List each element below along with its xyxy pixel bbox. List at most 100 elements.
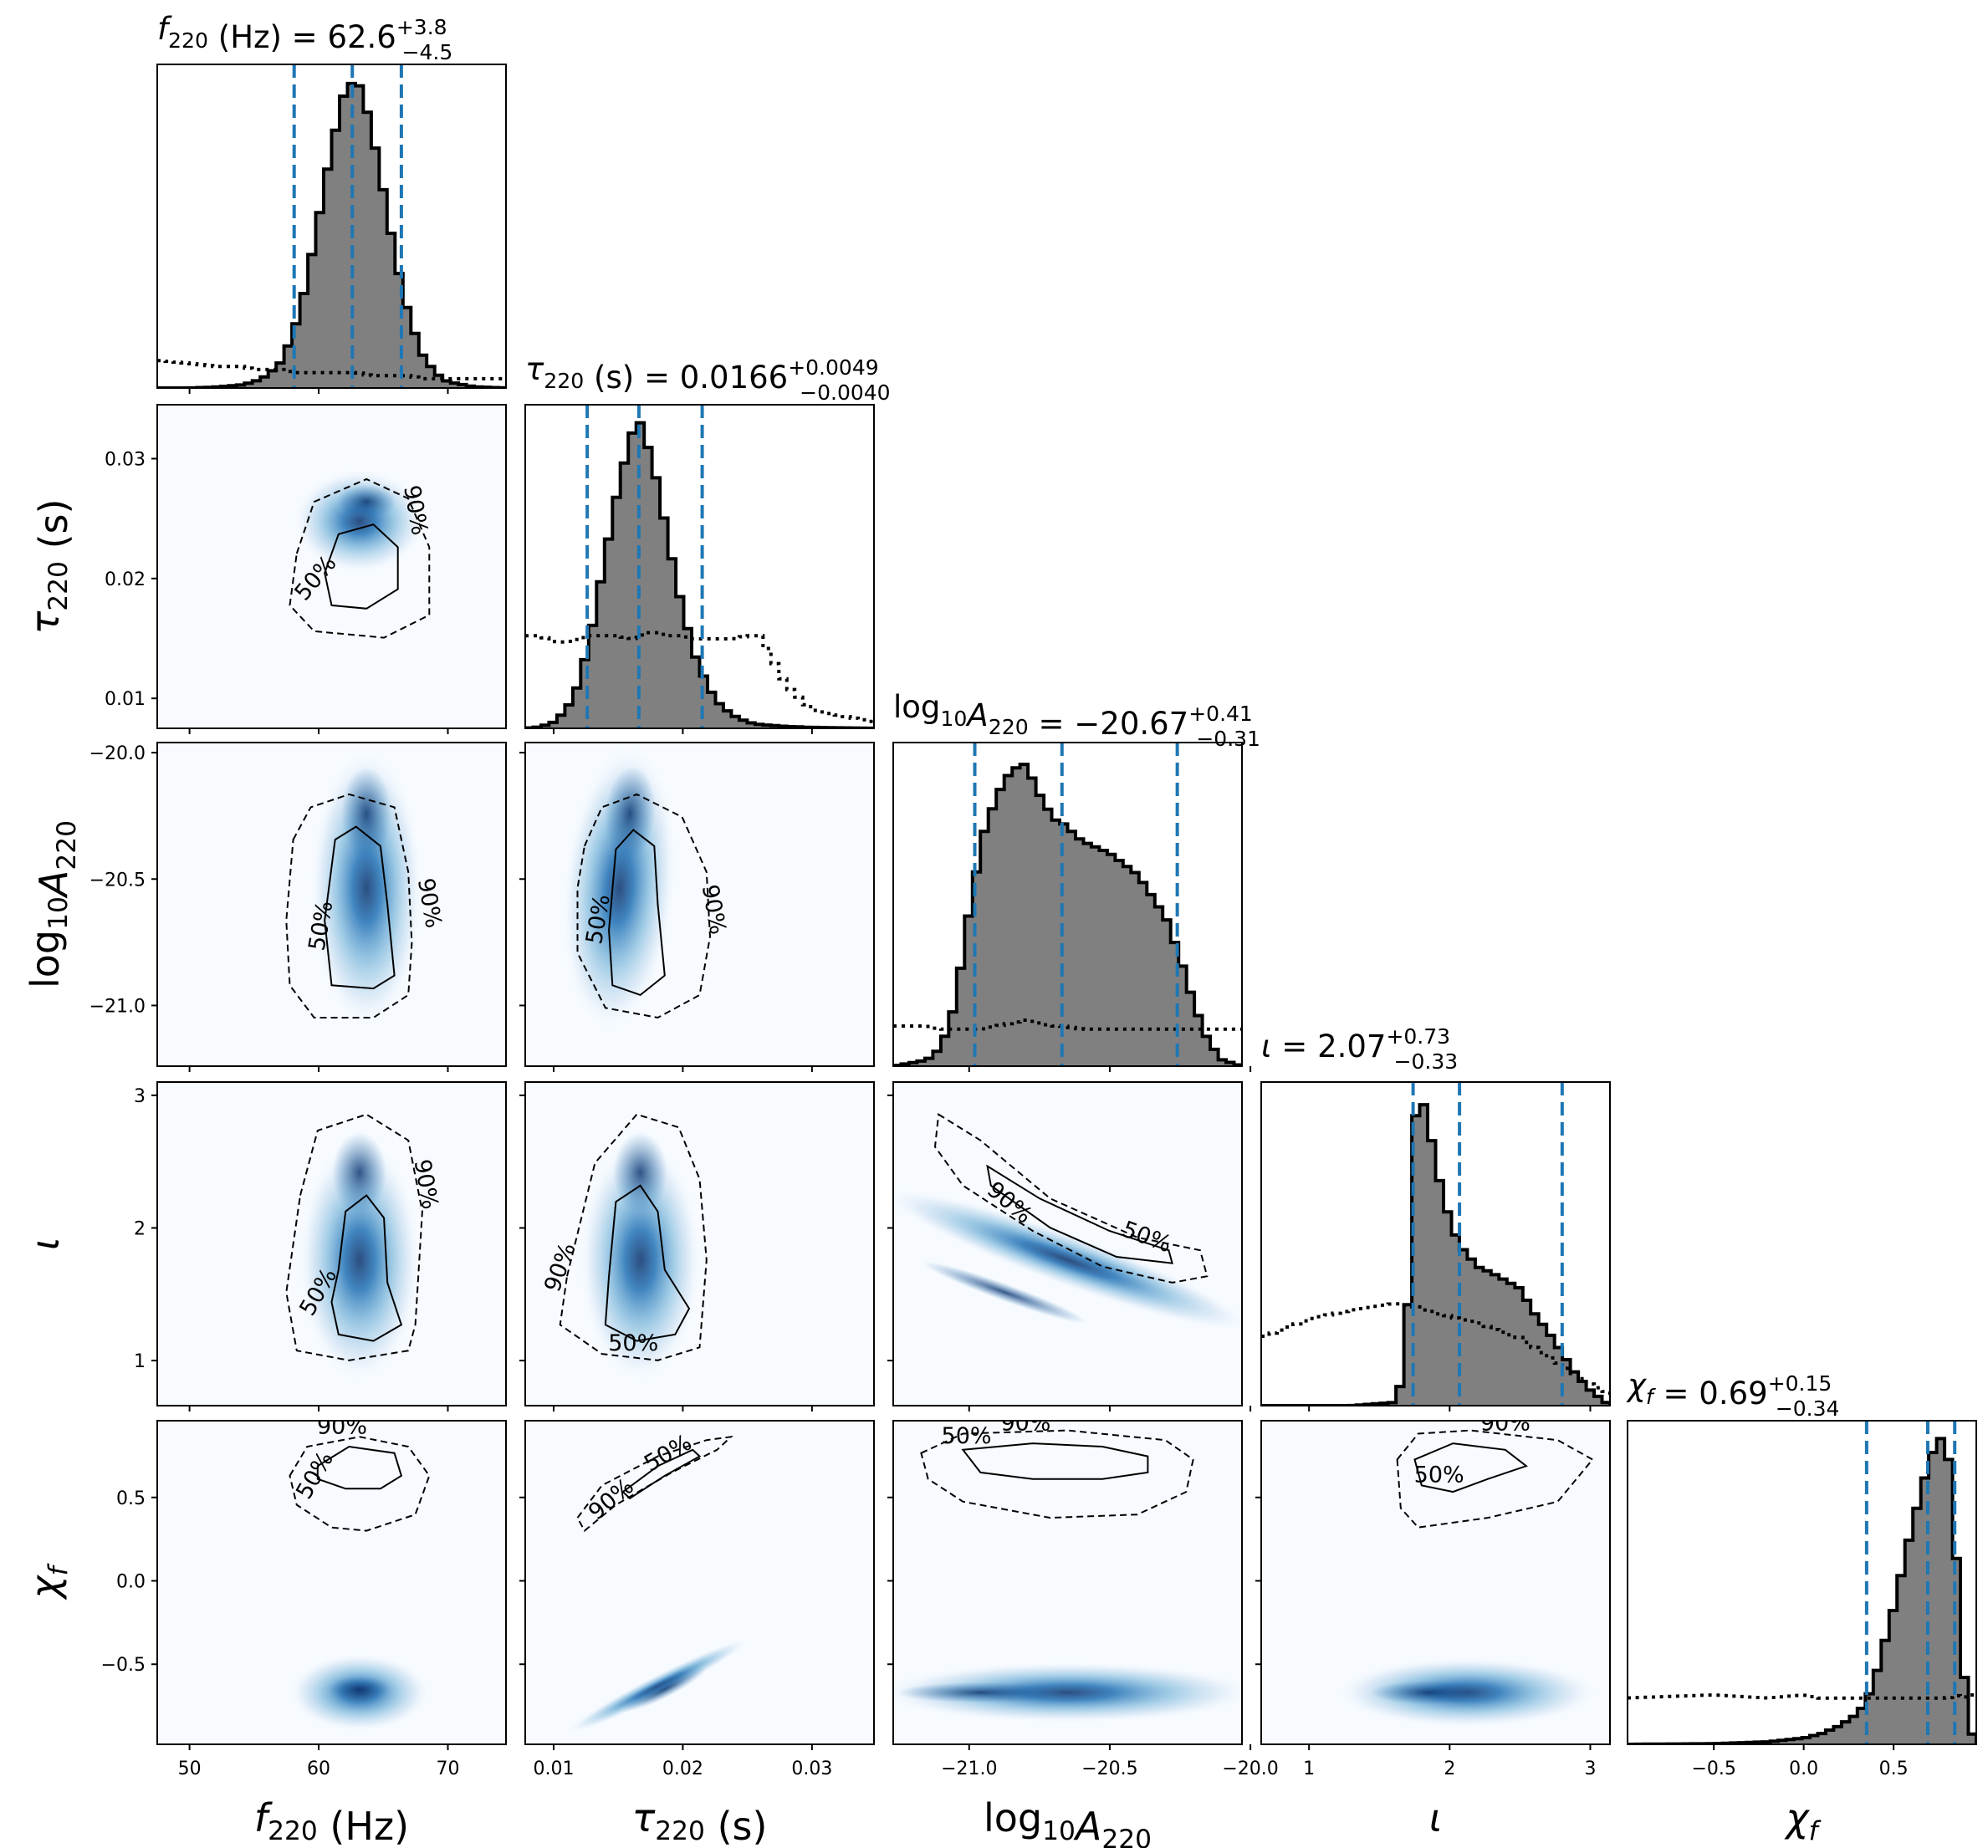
contour-90	[559, 1113, 708, 1361]
density-frame	[524, 1420, 875, 1745]
hist-frame	[524, 404, 875, 729]
title-f220: f220 (Hz) = 62.6+3.8 −4.5	[157, 11, 452, 64]
density-blob	[579, 1137, 702, 1383]
contour-label-90: 90%	[1000, 1411, 1050, 1437]
x-axis-label-f220: f220 (Hz)	[254, 1795, 409, 1848]
density-frame	[524, 1081, 875, 1406]
prior-histogram	[1261, 1302, 1610, 1396]
y-tick-label: −21.0	[89, 996, 146, 1017]
title-tau220: τ220 (s) = 0.0166+0.0049 −0.0040	[525, 351, 891, 405]
contour-90	[289, 1436, 431, 1532]
x-axis-label-chi_f: χf	[1783, 1795, 1821, 1846]
posterior-histogram-outline	[893, 763, 1242, 1066]
x-axis-label-logA220: log10A220	[984, 1795, 1152, 1848]
y-tick-label: −20.0	[89, 743, 146, 764]
title-chi_f: χf = 0.69+0.15 −0.34	[1626, 1367, 1839, 1421]
hist-frame	[1627, 1420, 1977, 1745]
density-panel-tau220-vs-f220: 50%90%	[151, 404, 507, 734]
x-tick-label: −0.5	[1691, 1759, 1735, 1779]
contour-90	[920, 1429, 1194, 1519]
density-blob	[298, 1137, 422, 1383]
hist-panel-logA220: log10A220 = −20.67+0.41 −0.31	[892, 689, 1260, 1072]
density-peak	[897, 1682, 1065, 1703]
contour-50	[608, 829, 666, 997]
density-peak	[332, 1131, 387, 1214]
x-tick-label: 60	[307, 1759, 330, 1779]
density-frame	[156, 1420, 507, 1745]
posterior-histogram-fill	[525, 422, 874, 728]
x-tick-label: 50	[178, 1759, 202, 1779]
y-tick-label: 0.03	[105, 450, 146, 471]
x-tick-label: 2	[1444, 1759, 1455, 1779]
contour-50	[316, 1445, 403, 1490]
x-tick-label: 0.5	[1879, 1759, 1909, 1779]
density-frame	[156, 742, 507, 1067]
density-peak	[341, 767, 392, 860]
density-frame	[1260, 1420, 1611, 1745]
y-tick-label: −20.5	[89, 870, 146, 891]
contour-50	[986, 1164, 1173, 1264]
x-tick-label: 0.03	[791, 1759, 832, 1779]
density-peak	[328, 1676, 391, 1703]
contour-90	[576, 793, 712, 1019]
density-blob	[309, 748, 423, 1029]
density-panel-iota-vs-tau220: 50%90%	[519, 1081, 875, 1412]
x-tick-label: −20.0	[1222, 1759, 1278, 1779]
hist-panel-f220: f220 (Hz) = 62.6+3.8 −4.5	[156, 11, 507, 394]
hist-panel-tau220: τ220 (s) = 0.0166+0.0049 −0.0040	[524, 351, 891, 734]
x-tick-label: 70	[437, 1759, 460, 1779]
contour-50	[604, 1184, 691, 1342]
x-tick-label: −20.5	[1081, 1759, 1137, 1779]
x-tick-label: 0.01	[533, 1759, 574, 1779]
density-peak	[922, 1261, 1088, 1324]
y-tick-label: 0.02	[105, 569, 146, 590]
prior-histogram	[893, 1018, 1242, 1031]
y-tick-label: 0.0	[116, 1572, 146, 1593]
contour-90	[285, 1113, 423, 1361]
contour-label-90: 90%	[1480, 1411, 1531, 1437]
hist-frame	[1260, 1081, 1611, 1406]
y-axis-label-iota: ι	[23, 1238, 68, 1251]
x-tick-label: 3	[1584, 1759, 1596, 1779]
prior-histogram	[1628, 1693, 1976, 1700]
contour-label-90: 90%	[317, 1413, 367, 1439]
x-axis-label-tau220: τ220 (s)	[632, 1795, 768, 1848]
posterior-histogram-outline	[157, 81, 506, 388]
density-panel-logA220-vs-tau220: 50% 90%	[519, 742, 875, 1072]
posterior-histogram-fill	[1261, 1105, 1610, 1406]
density-frame	[892, 1420, 1243, 1745]
density-panel-chi_f-vs-f220: 50%90%	[151, 1413, 507, 1750]
density-peak	[1370, 1681, 1488, 1705]
contour-50	[324, 825, 396, 990]
contour-50	[621, 1448, 702, 1500]
density-peak	[613, 1131, 668, 1214]
x-tick-label: −21.0	[941, 1759, 997, 1779]
x-tick-label: 0.02	[662, 1759, 703, 1779]
y-tick-label: 3	[134, 1086, 146, 1107]
contour-50	[330, 1194, 403, 1342]
hist-panel-iota: ι = 2.07+0.73 −0.33	[1260, 1024, 1611, 1412]
title-logA220: log10A220 = −20.67+0.41 −0.31	[893, 689, 1260, 751]
contour-50	[1413, 1442, 1528, 1493]
density-blob	[893, 1662, 1242, 1723]
contour-label-50: 50%	[1414, 1463, 1464, 1488]
y-tick-label: 2	[134, 1218, 146, 1239]
hist-frame	[892, 742, 1243, 1067]
y-tick-label: 0.01	[105, 689, 146, 710]
hist-panel-chi_f: χf = 0.69+0.15 −0.34	[1626, 1367, 1977, 1750]
contour-label-50: 50%	[942, 1423, 992, 1449]
density-frame	[524, 742, 875, 1067]
panels: f220 (Hz) = 62.6+3.8 −4.5 τ220 (s) = 0.016…	[151, 11, 1977, 1750]
title-iota: ι = 2.07+0.73 −0.33	[1261, 1024, 1458, 1074]
density-panel-logA220-vs-f220: 50% 90%	[151, 742, 507, 1072]
prior-histogram	[157, 359, 506, 380]
posterior-histogram-fill	[157, 83, 506, 388]
density-peak	[337, 484, 396, 519]
y-tick-label: 1	[134, 1351, 146, 1372]
y-tick-label: −0.5	[101, 1655, 146, 1676]
contour-90	[1396, 1429, 1594, 1529]
contour-50	[324, 523, 399, 610]
contour-90	[285, 793, 413, 1018]
x-tick-label: 1	[1303, 1759, 1315, 1779]
